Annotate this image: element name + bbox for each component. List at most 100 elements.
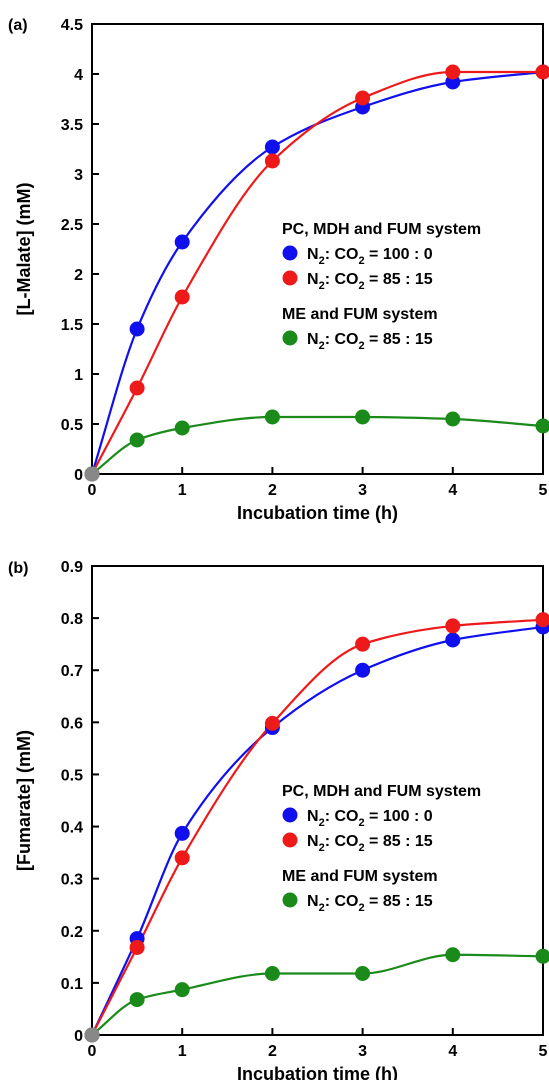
y-tick-label: 0.5 (61, 417, 83, 434)
legend-entry-label: N2: CO2 = 100 : 0 (307, 246, 433, 267)
chart-panel-a: (a) 0 0.5 1 1.5 2 2.5 3 3.5 4 4.5 0 1 2 3 4 5 Incubation … (8, 17, 549, 523)
plot-frame (91, 23, 544, 475)
legend-marker (282, 892, 298, 908)
data-point-series-3 (129, 992, 145, 1008)
y-tick-label: 3.5 (61, 117, 83, 134)
legend-marker (282, 832, 298, 848)
data-point-series-3 (129, 432, 145, 448)
data-point-series-2 (445, 64, 461, 80)
y-tick-label: 1 (74, 367, 83, 384)
x-tick-label: 4 (448, 482, 457, 499)
y-tick-label: 0.2 (61, 924, 83, 941)
legend-group-heading: PC, MDH and FUM system (282, 783, 481, 800)
data-point-series-2 (445, 618, 461, 634)
legend-marker (282, 807, 298, 823)
data-point-series-2 (129, 939, 145, 955)
data-point-series-3 (445, 947, 461, 963)
x-tick-label: 3 (358, 1043, 367, 1060)
y-tick-label: 2 (74, 267, 83, 284)
data-point-series-1 (355, 662, 371, 678)
origin-point (84, 466, 100, 482)
data-point-series-3 (264, 966, 280, 982)
y-tick-label: 0 (74, 1028, 83, 1045)
legend-text-part: : CO (325, 833, 359, 850)
legend-text-part: 2 (319, 280, 325, 292)
y-tick-label: 0.5 (61, 767, 83, 784)
legend-text-part: 2 (358, 817, 364, 829)
legend-entry-label: N2: CO2 = 100 : 0 (307, 808, 433, 829)
legend-text-part: = 85 : 15 (365, 331, 433, 348)
y-tick-label: 0.8 (61, 611, 83, 628)
legend-text-part: N (307, 833, 319, 850)
legend-text-part: = 85 : 15 (365, 271, 433, 288)
legend-entry-label: N2: CO2 = 85 : 15 (307, 833, 433, 854)
series-line-3 (91, 415, 544, 475)
x-tick-label: 4 (448, 1043, 457, 1060)
legend-text-part: 2 (319, 817, 325, 829)
legend-text-part: = 100 : 0 (365, 246, 433, 263)
x-tick-label: 1 (178, 1043, 187, 1060)
legend-text-part: N (307, 893, 319, 910)
y-tick-label: 1.5 (61, 317, 83, 334)
legend-text-part: N (307, 271, 319, 288)
legend-marker (282, 330, 298, 346)
legend-text-part: = 100 : 0 (365, 808, 433, 825)
data-point-series-3 (174, 982, 190, 998)
data-point-series-3 (264, 409, 280, 425)
legend-text-part: : CO (325, 893, 359, 910)
data-point-series-1 (445, 632, 461, 648)
y-tick-label: 0.1 (61, 976, 83, 993)
data-point-series-2 (174, 850, 190, 866)
data-point-series-1 (264, 139, 280, 155)
data-point-series-2 (535, 64, 549, 80)
data-point-series-3 (445, 411, 461, 427)
panel-label: (b) (8, 560, 28, 577)
legend-text-part: = 85 : 15 (365, 833, 433, 850)
x-tick-label: 5 (539, 482, 548, 499)
legend-text-part: 2 (358, 280, 364, 292)
legend-text-part: 2 (319, 255, 325, 267)
x-tick-label: 0 (88, 482, 97, 499)
x-axis-title: Incubation time (h) (237, 1064, 398, 1080)
data-point-series-1 (174, 825, 190, 841)
chart-panel-b: (b) 0 0.1 0.2 0.3 0.4 0.5 0.6 0.7 0.8 0.9 0 1 2 3 4 5 Inc… (8, 559, 549, 1080)
legend-entry-label: N2: CO2 = 85 : 15 (307, 271, 433, 292)
legend-text-part: 2 (358, 255, 364, 267)
y-tick-label: 0.9 (61, 559, 83, 576)
series-line-3 (91, 953, 544, 1036)
data-point-series-2 (355, 90, 371, 106)
y-tick-label: 4.5 (61, 17, 83, 34)
legend-text-part: 2 (319, 902, 325, 914)
x-axis-title: Incubation time (h) (237, 503, 398, 523)
legend-group-heading: PC, MDH and FUM system (282, 221, 481, 238)
data-point-series-2 (129, 380, 145, 396)
data-point-series-2 (174, 289, 190, 305)
legend-text-part: 2 (358, 902, 364, 914)
y-tick-label: 3 (74, 167, 83, 184)
x-tick-label: 2 (268, 482, 277, 499)
legend-text-part: 2 (358, 340, 364, 352)
y-tick-label: 0.4 (61, 820, 83, 837)
x-tick-label: 2 (268, 1043, 277, 1060)
x-tick-label: 3 (358, 482, 367, 499)
x-tick-label: 5 (539, 1043, 548, 1060)
legend-text-part: = 85 : 15 (365, 893, 433, 910)
legend-group-heading: ME and FUM system (282, 306, 438, 323)
y-tick-label: 0.3 (61, 872, 83, 889)
legend-text-part: : CO (325, 271, 359, 288)
legend-text-part: : CO (325, 246, 359, 263)
legend-text-part: : CO (325, 331, 359, 348)
data-point-series-3 (535, 948, 549, 964)
legend-text-part: 2 (319, 340, 325, 352)
data-point-series-3 (174, 420, 190, 436)
data-point-series-3 (355, 409, 371, 425)
legend-text-part: N (307, 331, 319, 348)
origin-point (84, 1027, 100, 1043)
legend-marker (282, 270, 298, 286)
data-point-series-2 (535, 612, 549, 628)
legend-text-part: N (307, 808, 319, 825)
data-point-series-1 (174, 234, 190, 250)
data-point-series-1 (129, 321, 145, 337)
data-point-series-2 (264, 153, 280, 169)
y-tick-label: 0 (74, 467, 83, 484)
